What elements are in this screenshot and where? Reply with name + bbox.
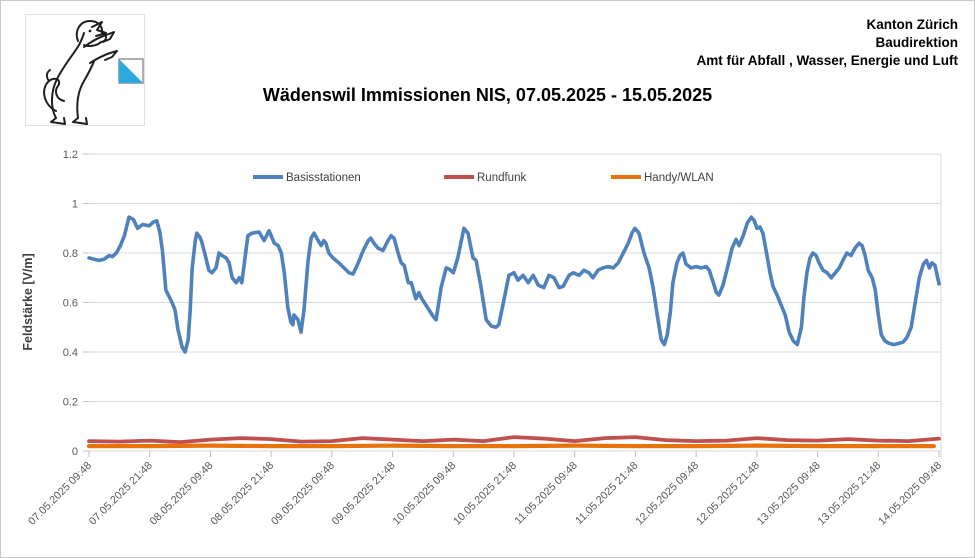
x-tick-label: 11.05.2025 09:48: [512, 460, 579, 527]
chart-legend: Basisstationen Rundfunk Handy/WLAN: [253, 172, 714, 184]
x-tick-label: 08.05.2025 09:48: [148, 460, 216, 528]
legend-label: Basisstationen: [286, 172, 361, 184]
lion-tail-tip: [45, 69, 51, 82]
axis-label-layer: 0 0.2 0.4 0.6 0.8 1 1.2 07.05.2025 09:4807.05.2…: [26, 149, 944, 528]
x-tick-label: 10.05.2025 21:48: [451, 460, 519, 528]
x-tick-label: 13.05.2025 21:48: [815, 460, 883, 528]
kanton-zuerich-logo: [25, 14, 145, 126]
lion-belly: [76, 60, 95, 119]
legend-label: Handy/WLAN: [644, 172, 714, 184]
lion-back: [51, 32, 85, 119]
y-axis-title: Feldstärke [V/m]: [21, 253, 35, 350]
y-tick-label: 1.2: [63, 149, 78, 161]
org-header: Kanton Zürich Baudirektion Amt für Abfal…: [696, 16, 958, 70]
y-tick-label: 0: [72, 446, 78, 458]
legend-item-rundfunk: Rundfunk: [444, 172, 526, 184]
lion-foreleg: [83, 31, 115, 48]
grid-layer: [83, 153, 942, 457]
x-tick-label: 07.05.2025 21:48: [87, 460, 155, 528]
series-line-rundfunk: [87, 435, 941, 445]
x-tick-label: 11.05.2025 21:48: [573, 460, 640, 527]
x-tick-label: 09.05.2025 21:48: [330, 460, 398, 528]
legend-item-basisstationen: Basisstationen: [253, 172, 361, 184]
lion-head: [75, 20, 107, 47]
org-line-1: Kanton Zürich: [866, 17, 959, 32]
org-line-2: Baudirektion: [875, 35, 958, 50]
y-tick-label: 0.8: [63, 248, 78, 260]
y-tick-label: 0.4: [63, 347, 78, 359]
y-tick-label: 0.6: [63, 298, 78, 310]
series-line-handy-wlan: [86, 443, 937, 449]
lion-jaw: [91, 21, 107, 37]
series-line-basisstationen: [87, 215, 941, 354]
series-layer: [86, 215, 941, 449]
y-tick-label: 1: [72, 199, 78, 211]
y-tick-label: 0.2: [63, 397, 78, 409]
zurich-shield-icon: [118, 58, 144, 84]
x-tick-label: 14.05.2025 09:48: [876, 460, 944, 528]
x-tick-label: 12.05.2025 21:48: [694, 460, 762, 528]
legend-label: Rundfunk: [477, 172, 526, 184]
x-tick-label: 13.05.2025 09:48: [755, 460, 823, 528]
chart-title: Wädenswil Immissionen NIS, 07.05.2025 - …: [262, 85, 713, 105]
lion-eye: [88, 29, 92, 33]
x-tick-label: 09.05.2025 09:48: [269, 460, 337, 528]
x-tick-label: 08.05.2025 21:48: [208, 460, 276, 528]
x-tick-label: 10.05.2025 09:48: [390, 460, 458, 528]
lion-hind-paw: [72, 117, 88, 125]
lion-foreleg: [89, 50, 118, 64]
legend-item-handy-wlan: Handy/WLAN: [611, 172, 714, 184]
lion-hind-paw: [50, 117, 66, 125]
x-tick-label: 12.05.2025 09:48: [633, 460, 701, 528]
org-line-3: Amt für Abfall , Wasser, Energie und Luf…: [696, 53, 958, 68]
x-tick-label: 07.05.2025 09:48: [26, 460, 94, 528]
zurich-lion-icon: [43, 20, 144, 125]
